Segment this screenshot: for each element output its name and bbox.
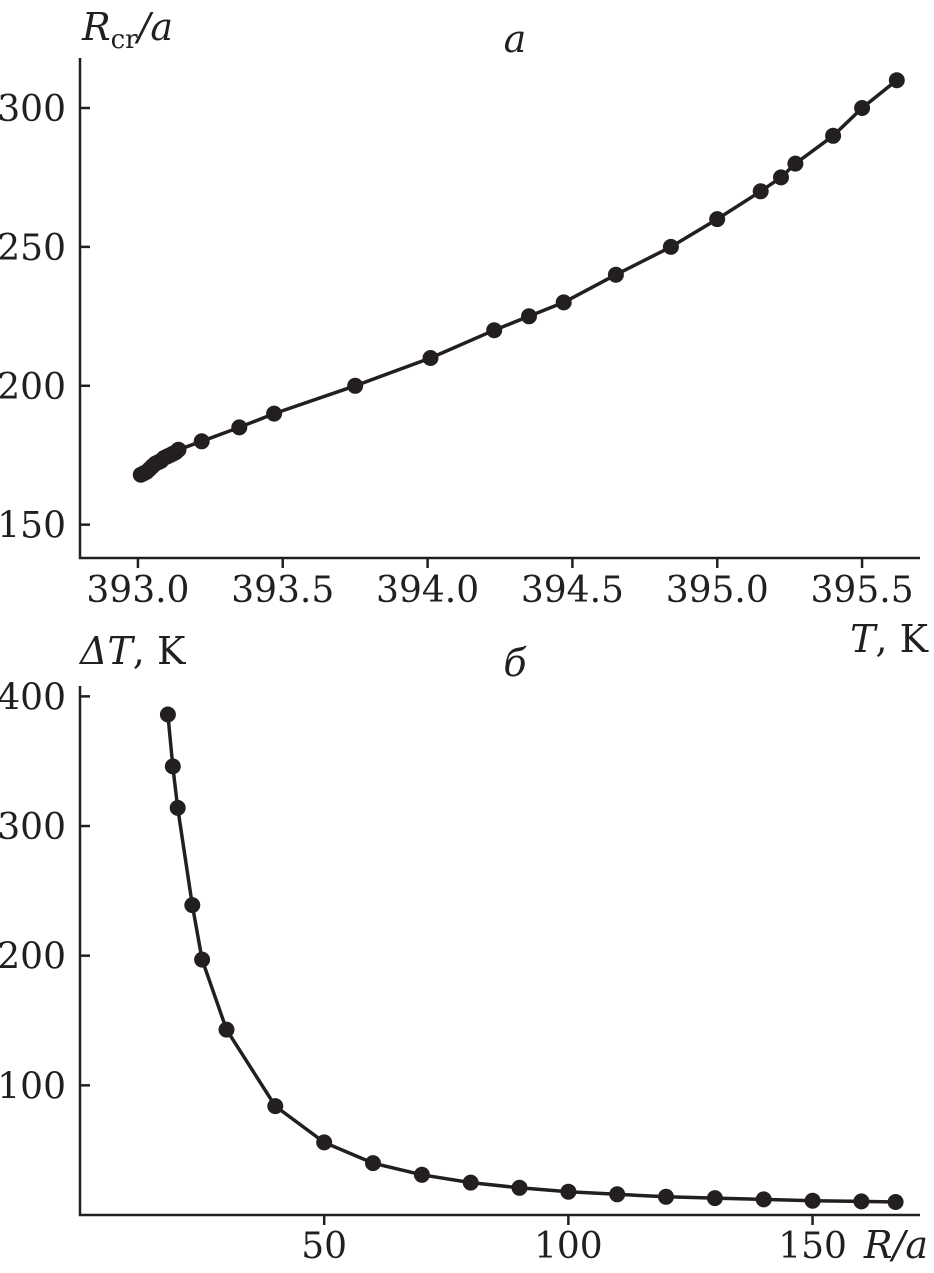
- panel-b-y-label-suffix: , K: [133, 629, 186, 673]
- panel-a-data-point: [888, 72, 905, 89]
- panel-a-data-point: [347, 377, 364, 394]
- panel-b-y-axis-label: ΔT, K: [78, 629, 186, 673]
- panel-a-x-tick-label: 394.0: [376, 570, 479, 611]
- panel-b-data-point: [267, 1098, 284, 1115]
- panel-a-data-point: [266, 405, 283, 422]
- panel-a-chart: a Rcr/a T, K 393.0 393.5 394.0 394.5 395.0 39…: [0, 5, 929, 661]
- panel-a-axes: [78, 58, 920, 560]
- panel-b-data-point: [413, 1166, 430, 1183]
- panel-b-data-point: [706, 1190, 723, 1207]
- panel-b-y-tick-label: 100: [0, 1066, 66, 1107]
- panel-b-data-point: [609, 1186, 626, 1203]
- panel-a-y-label-main: R: [81, 5, 111, 49]
- panel-a-data-point: [662, 238, 679, 255]
- panel-b-series: [159, 706, 904, 1210]
- panel-b-x-label-suffix: /a: [889, 1223, 928, 1267]
- panel-b-x-tick-label: 100: [534, 1226, 603, 1267]
- panel-b-y-label-main: ΔT: [78, 629, 135, 673]
- panel-b-data-point: [218, 1021, 235, 1038]
- panel-a-x-axis-label: T, K: [850, 617, 929, 661]
- panel-b-data-point: [159, 706, 176, 723]
- panel-a-data-point: [231, 419, 248, 436]
- panel-a-x-tick-label: 394.5: [521, 570, 624, 611]
- panel-b-label: б: [503, 641, 527, 685]
- panel-b-data-point: [511, 1179, 528, 1196]
- panel-b-data-point: [462, 1174, 479, 1191]
- panel-b-data-point: [169, 799, 186, 816]
- panel-b-y-tick-label: 300: [0, 807, 66, 848]
- panel-a-data-point: [170, 441, 187, 458]
- panel-b-y-tick-label: 200: [0, 937, 66, 978]
- panel-b-data-point: [804, 1192, 821, 1209]
- panel-b-x-axis-label: R/a: [863, 1223, 928, 1267]
- panel-b-data-point: [887, 1194, 904, 1210]
- panel-b-chart: б ΔT, K R/a 50 100 150 100 200 300 400: [0, 629, 928, 1267]
- panel-a-data-point: [193, 433, 210, 450]
- panel-a-series: [132, 72, 905, 483]
- panel-b-axes: [78, 686, 920, 1217]
- panel-b-y-tick-label: 400: [0, 677, 66, 718]
- panel-b-ticks: 50 100 150 100 200 300 400: [0, 677, 847, 1267]
- panel-b-x-tick-label: 50: [301, 1226, 347, 1267]
- panel-a-label: a: [504, 17, 527, 61]
- panel-a-series-line: [140, 78, 898, 477]
- panel-a-x-label-suffix: , K: [875, 617, 928, 661]
- panel-a-ticks: 393.0 393.5 394.0 394.5 395.0 395.5 150 200 250 3…: [0, 89, 914, 611]
- panel-b-data-point: [184, 897, 201, 914]
- panel-b-series-line: [166, 714, 896, 1204]
- panel-a-y-tick-label: 300: [0, 89, 66, 130]
- panel-a-data-point: [486, 322, 503, 339]
- panel-a-axis-frame: [78, 58, 920, 560]
- panel-a-y-axis-label: Rcr/a: [81, 5, 173, 55]
- panel-b-data-point: [316, 1134, 333, 1151]
- panel-a-data-point: [709, 211, 726, 228]
- panel-b-axis-frame: [78, 686, 920, 1217]
- panel-a-data-point: [854, 100, 871, 116]
- panel-b-data-point: [658, 1188, 674, 1205]
- panel-a-x-tick-label: 395.0: [666, 570, 769, 611]
- panel-a-x-label-main: T: [850, 617, 878, 661]
- panel-b-data-point: [365, 1155, 381, 1172]
- panel-a-data-point: [607, 266, 624, 283]
- panel-b-x-label-main: R: [863, 1223, 893, 1267]
- panel-b-data-point: [194, 951, 211, 968]
- panel-a-y-label-sub: cr: [111, 25, 139, 55]
- panel-a-data-point: [521, 308, 537, 325]
- panel-a-y-tick-label: 150: [0, 506, 66, 547]
- panel-a-y-tick-label: 250: [0, 228, 66, 269]
- panel-a-x-tick-label: 393.0: [86, 570, 189, 611]
- panel-a-y-label-suffix: /a: [134, 5, 173, 49]
- panel-a-x-tick-label: 395.5: [811, 570, 914, 611]
- panel-a-data-point: [773, 169, 789, 186]
- panel-b-data-point: [853, 1193, 870, 1210]
- panel-b-x-tick-label: 150: [778, 1226, 847, 1267]
- panel-b-data-point: [755, 1191, 772, 1208]
- panel-b-data-point: [164, 758, 181, 775]
- panel-a-x-tick-label: 393.5: [231, 570, 334, 611]
- panel-a-data-point: [787, 155, 804, 172]
- panel-a-y-tick-label: 200: [0, 367, 66, 408]
- panel-a-data-point: [422, 350, 439, 366]
- panel-a-data-point: [555, 294, 572, 311]
- panel-b-data-point: [560, 1183, 577, 1200]
- panel-a-data-point: [825, 127, 842, 144]
- panel-a-data-point: [752, 183, 769, 200]
